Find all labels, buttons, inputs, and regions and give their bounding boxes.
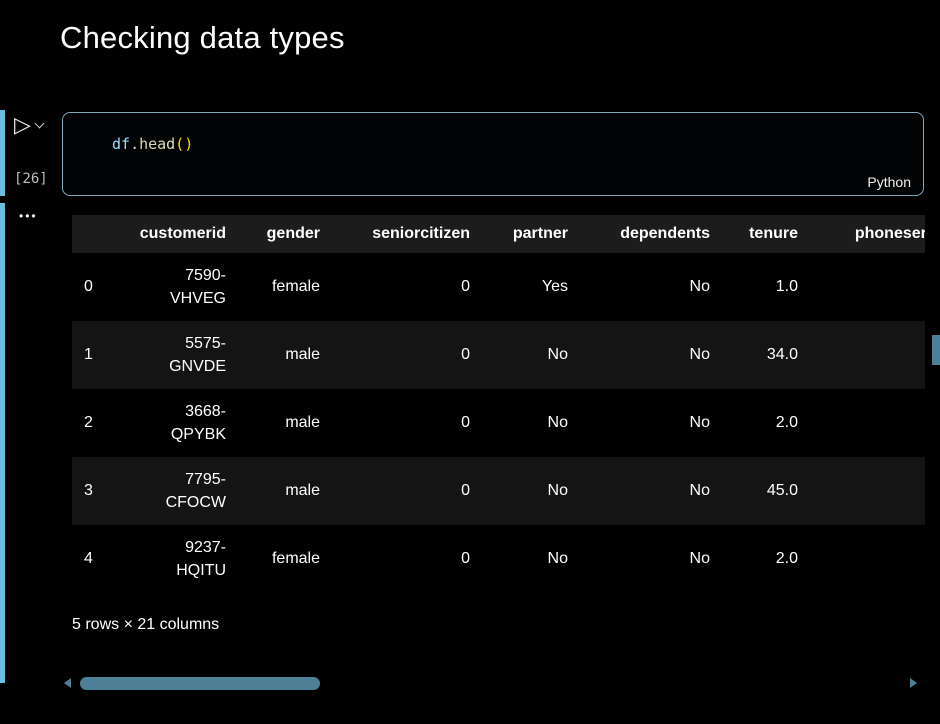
- cell-seniorcitizen: 0: [461, 346, 470, 363]
- chevron-down-icon[interactable]: [34, 118, 45, 128]
- cell-partner: No: [547, 550, 568, 567]
- cell-index: 3: [84, 482, 93, 499]
- column-header-gender: gender: [238, 215, 332, 253]
- cell-index: 0: [84, 278, 93, 295]
- cell-phoneservice: [810, 525, 925, 593]
- cell-focus-bar-input: [0, 110, 5, 196]
- cell-partner: Yes: [541, 278, 568, 295]
- cell-dependents: No: [689, 414, 710, 431]
- code-cell-editor[interactable]: df.head() Python: [62, 112, 924, 196]
- more-actions-button[interactable]: •••: [19, 209, 38, 223]
- execution-count: [26]: [14, 171, 48, 187]
- table-header-row: customerid gender seniorcitizen partner …: [72, 215, 925, 253]
- dataframe-output: customerid gender seniorcitizen partner …: [72, 215, 925, 593]
- code-line[interactable]: df.head(): [112, 135, 193, 153]
- column-header-phoneservice: phoneservice: [810, 215, 925, 253]
- code-token-method: head: [139, 135, 176, 153]
- column-header-dependents: dependents: [580, 215, 722, 253]
- column-header-tenure: tenure: [722, 215, 810, 253]
- cell-customerid: 3668-QPYBK: [116, 389, 238, 457]
- cell-phoneservice: [810, 457, 925, 525]
- cell-dependents: No: [689, 482, 710, 499]
- cell-dependents: No: [689, 550, 710, 567]
- cell-focus-bar-output: [0, 203, 5, 683]
- run-cell-button[interactable]: ▷: [14, 112, 45, 137]
- cell-tenure: 2.0: [775, 414, 798, 431]
- table-row: 0 7590-VHVEG female 0 Yes No 1.0: [72, 253, 925, 321]
- cell-customerid: 7795-CFOCW: [116, 457, 238, 525]
- column-header-partner: partner: [482, 215, 580, 253]
- language-picker[interactable]: Python: [867, 174, 911, 190]
- customerid-value: 5575-GNVDE: [169, 334, 226, 375]
- vertical-scrollbar-thumb[interactable]: [932, 335, 940, 365]
- code-token-dot: .: [130, 135, 140, 153]
- cell-seniorcitizen: 0: [461, 278, 470, 295]
- cell-dependents: No: [689, 346, 710, 363]
- horizontal-scrollbar-thumb[interactable]: [80, 677, 320, 690]
- cell-seniorcitizen: 0: [461, 482, 470, 499]
- customerid-value: 9237-HQITU: [176, 538, 226, 579]
- scroll-left-arrow-icon[interactable]: [64, 678, 71, 688]
- cell-tenure: 2.0: [775, 550, 798, 567]
- cell-tenure: 45.0: [766, 482, 798, 499]
- cell-phoneservice: [810, 253, 925, 321]
- dataframe-dimensions: 5 rows × 21 columns: [72, 616, 220, 633]
- cell-seniorcitizen: 0: [461, 414, 470, 431]
- cell-gender: male: [285, 482, 320, 499]
- cell-dependents: No: [689, 278, 710, 295]
- customerid-value: 7590-VHVEG: [169, 266, 226, 307]
- table-row: 3 7795-CFOCW male 0 No No 45.0: [72, 457, 925, 525]
- run-icon[interactable]: ▷: [14, 112, 31, 137]
- code-token-variable: df: [112, 135, 131, 153]
- cell-tenure: 34.0: [766, 346, 798, 363]
- column-header-index: [72, 215, 116, 253]
- cell-gender: male: [285, 346, 320, 363]
- cell-gender: male: [285, 414, 320, 431]
- code-token-parens: (): [175, 135, 194, 153]
- cell-index: 1: [84, 346, 93, 363]
- cell-customerid: 9237-HQITU: [116, 525, 238, 593]
- customerid-value: 3668-QPYBK: [170, 402, 226, 443]
- page-title: Checking data types: [60, 20, 345, 55]
- table-row: 4 9237-HQITU female 0 No No 2.0: [72, 525, 925, 593]
- cell-phoneservice: [810, 321, 925, 389]
- dataframe-table: customerid gender seniorcitizen partner …: [72, 215, 925, 593]
- cell-gender: female: [271, 278, 320, 295]
- cell-partner: No: [547, 414, 568, 431]
- cell-tenure: 1.0: [775, 278, 798, 295]
- column-header-seniorcitizen: seniorcitizen: [332, 215, 482, 253]
- customerid-value: 7795-CFOCW: [165, 470, 226, 511]
- scroll-right-arrow-icon[interactable]: [910, 678, 917, 688]
- cell-partner: No: [547, 482, 568, 499]
- cell-partner: No: [547, 346, 568, 363]
- cell-customerid: 7590-VHVEG: [116, 253, 238, 321]
- cell-index: 2: [84, 414, 93, 431]
- cell-seniorcitizen: 0: [461, 550, 470, 567]
- table-row: 2 3668-QPYBK male 0 No No 2.0: [72, 389, 925, 457]
- cell-phoneservice: [810, 389, 925, 457]
- cell-customerid: 5575-GNVDE: [116, 321, 238, 389]
- column-header-customerid: customerid: [116, 215, 238, 253]
- cell-index: 4: [84, 550, 93, 567]
- table-row: 1 5575-GNVDE male 0 No No 34.0: [72, 321, 925, 389]
- cell-gender: female: [271, 550, 320, 567]
